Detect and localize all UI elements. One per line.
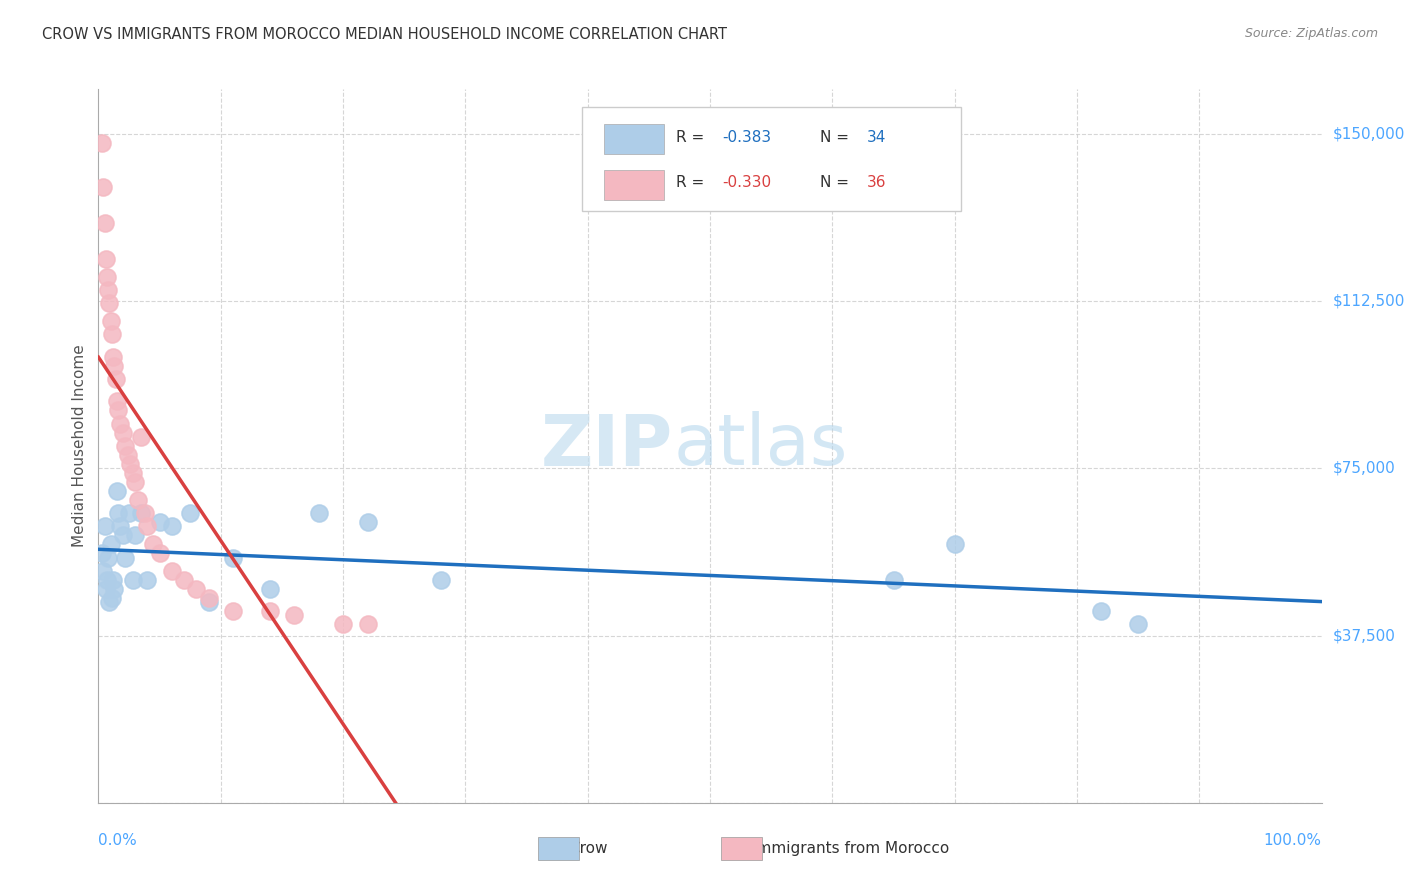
Point — [1128, 617, 1150, 632]
Point — [197, 591, 219, 605]
Text: CROW VS IMMIGRANTS FROM MOROCCO MEDIAN HOUSEHOLD INCOME CORRELATION CHART: CROW VS IMMIGRANTS FROM MOROCCO MEDIAN H… — [42, 27, 727, 42]
Text: 0.0%: 0.0% — [98, 833, 138, 848]
Point — [356, 515, 378, 529]
Text: Immigrants from Morocco: Immigrants from Morocco — [752, 841, 949, 855]
Point — [197, 595, 219, 609]
Point — [103, 359, 125, 373]
Point — [283, 608, 305, 623]
Point — [129, 430, 152, 444]
Point — [94, 252, 117, 266]
Point — [97, 550, 120, 565]
Point — [111, 528, 134, 542]
Point — [103, 582, 125, 596]
Point — [259, 582, 281, 596]
Point — [98, 296, 121, 310]
Point — [120, 457, 142, 471]
Point — [117, 448, 139, 462]
Point — [105, 483, 128, 498]
Point — [118, 506, 141, 520]
Point — [114, 550, 136, 565]
Point — [222, 604, 245, 618]
Point — [91, 180, 114, 194]
Text: N =: N = — [820, 176, 853, 190]
Point — [124, 528, 146, 542]
Point — [149, 546, 172, 560]
Text: -0.330: -0.330 — [723, 176, 772, 190]
Text: atlas: atlas — [673, 411, 848, 481]
Point — [430, 573, 453, 587]
Point — [222, 550, 245, 565]
Point — [110, 417, 132, 431]
Y-axis label: Median Household Income: Median Household Income — [72, 344, 87, 548]
Point — [121, 573, 143, 587]
Point — [1090, 604, 1112, 618]
FancyBboxPatch shape — [582, 107, 960, 211]
Point — [100, 314, 122, 328]
Text: R =: R = — [676, 176, 709, 190]
Point — [179, 506, 201, 520]
Text: $75,000: $75,000 — [1333, 461, 1396, 475]
Point — [91, 136, 114, 150]
Point — [259, 604, 281, 618]
Text: $37,500: $37,500 — [1333, 628, 1396, 643]
Point — [124, 475, 146, 489]
Text: N =: N = — [820, 129, 853, 145]
Point — [107, 506, 129, 520]
Point — [332, 617, 354, 632]
Point — [308, 506, 330, 520]
Point — [943, 537, 966, 551]
Point — [107, 403, 129, 417]
Point — [127, 492, 149, 507]
Text: ZIP: ZIP — [541, 411, 673, 481]
Point — [136, 519, 159, 533]
Point — [94, 582, 117, 596]
Point — [98, 595, 121, 609]
Text: $112,500: $112,500 — [1333, 293, 1405, 309]
Text: R =: R = — [676, 129, 709, 145]
Point — [91, 546, 114, 560]
Text: Source: ZipAtlas.com: Source: ZipAtlas.com — [1244, 27, 1378, 40]
Point — [97, 283, 120, 297]
Point — [100, 537, 122, 551]
Point — [134, 506, 156, 520]
Point — [96, 573, 118, 587]
Point — [173, 573, 195, 587]
Point — [160, 519, 183, 533]
Point — [105, 394, 128, 409]
Point — [136, 573, 159, 587]
Text: -0.383: -0.383 — [723, 129, 772, 145]
Point — [142, 537, 165, 551]
Point — [101, 573, 124, 587]
Point — [104, 372, 127, 386]
Point — [101, 591, 124, 605]
Point — [101, 327, 124, 342]
Point — [93, 216, 115, 230]
FancyBboxPatch shape — [603, 124, 664, 154]
Point — [110, 519, 132, 533]
Point — [129, 506, 152, 520]
Point — [93, 519, 115, 533]
Point — [356, 617, 378, 632]
FancyBboxPatch shape — [603, 170, 664, 200]
Point — [160, 564, 183, 578]
Text: 100.0%: 100.0% — [1264, 833, 1322, 848]
Point — [149, 515, 172, 529]
Point — [96, 269, 118, 284]
Point — [114, 439, 136, 453]
Point — [883, 573, 905, 587]
Point — [186, 582, 208, 596]
Point — [91, 564, 114, 578]
Text: 36: 36 — [866, 176, 886, 190]
Text: 34: 34 — [866, 129, 886, 145]
Text: $150,000: $150,000 — [1333, 127, 1405, 141]
Text: Crow: Crow — [569, 841, 607, 855]
Point — [111, 425, 134, 440]
Point — [101, 350, 124, 364]
Point — [121, 466, 143, 480]
